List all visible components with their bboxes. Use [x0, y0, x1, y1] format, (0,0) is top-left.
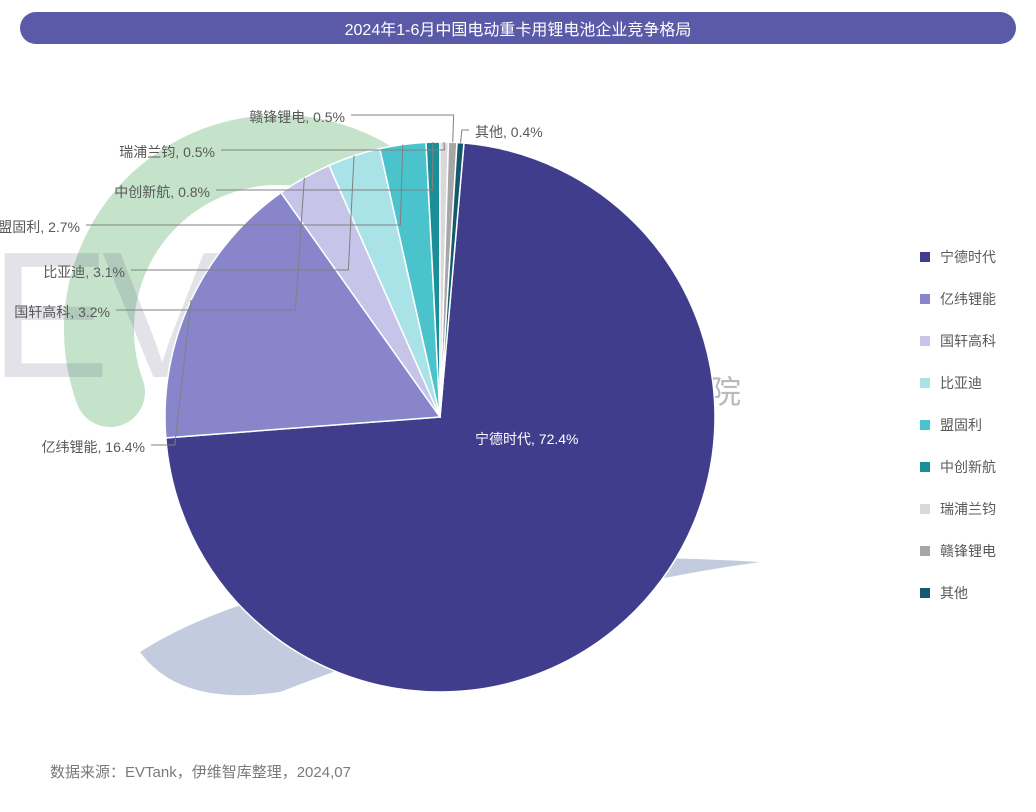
legend-item-6: 瑞浦兰钧	[920, 499, 996, 519]
legend-label-1: 亿纬锂能	[940, 289, 996, 309]
slice-label-7: 赣锋锂电, 0.5%	[249, 107, 345, 127]
slice-label-3: 比亚迪, 3.1%	[43, 262, 125, 282]
legend-swatch-0	[920, 252, 930, 262]
slice-label-5: 中创新航, 0.8%	[114, 182, 210, 202]
legend-label-4: 盟固利	[940, 415, 982, 435]
legend-label-2: 国轩高科	[940, 331, 996, 351]
legend-swatch-5	[920, 462, 930, 472]
slice-label-catl: 宁德时代, 72.4%	[475, 429, 578, 449]
legend: 宁德时代亿纬锂能国轩高科比亚迪盟固利中创新航瑞浦兰钧赣锋锂电其他	[920, 247, 996, 625]
legend-swatch-7	[920, 546, 930, 556]
chart-area: 亿纬锂能, 16.4% 国轩高科, 3.2% 比亚迪, 3.1% 盟固利, 2.7% 中…	[0, 67, 1036, 747]
slice-label-8: 其他, 0.4%	[475, 122, 543, 142]
legend-item-8: 其他	[920, 583, 996, 603]
slice-label-6: 瑞浦兰钧, 0.5%	[119, 142, 215, 162]
legend-swatch-8	[920, 588, 930, 598]
data-source: 数据来源：EVTank，伊维智库整理，2024,07	[50, 761, 351, 782]
legend-item-7: 赣锋锂电	[920, 541, 996, 561]
legend-item-5: 中创新航	[920, 457, 996, 477]
chart-title: 2024年1-6月中国电动重卡用锂电池企业竞争格局	[345, 16, 692, 40]
legend-swatch-6	[920, 504, 930, 514]
legend-label-6: 瑞浦兰钧	[940, 499, 996, 519]
legend-swatch-3	[920, 378, 930, 388]
legend-item-4: 盟固利	[920, 415, 996, 435]
legend-label-5: 中创新航	[940, 457, 996, 477]
legend-item-3: 比亚迪	[920, 373, 996, 393]
legend-swatch-4	[920, 420, 930, 430]
legend-item-0: 宁德时代	[920, 247, 996, 267]
legend-swatch-1	[920, 294, 930, 304]
title-bar: 2024年1-6月中国电动重卡用锂电池企业竞争格局	[20, 12, 1016, 44]
slice-label-4: 盟固利, 2.7%	[0, 217, 80, 237]
slice-label-1: 亿纬锂能, 16.4%	[42, 437, 145, 457]
legend-label-0: 宁德时代	[940, 247, 996, 267]
pie-chart	[150, 127, 730, 707]
legend-label-8: 其他	[940, 583, 968, 603]
legend-label-3: 比亚迪	[940, 373, 982, 393]
legend-swatch-2	[920, 336, 930, 346]
legend-item-1: 亿纬锂能	[920, 289, 996, 309]
legend-item-2: 国轩高科	[920, 331, 996, 351]
slice-label-2: 国轩高科, 3.2%	[14, 302, 110, 322]
legend-label-7: 赣锋锂电	[940, 541, 996, 561]
